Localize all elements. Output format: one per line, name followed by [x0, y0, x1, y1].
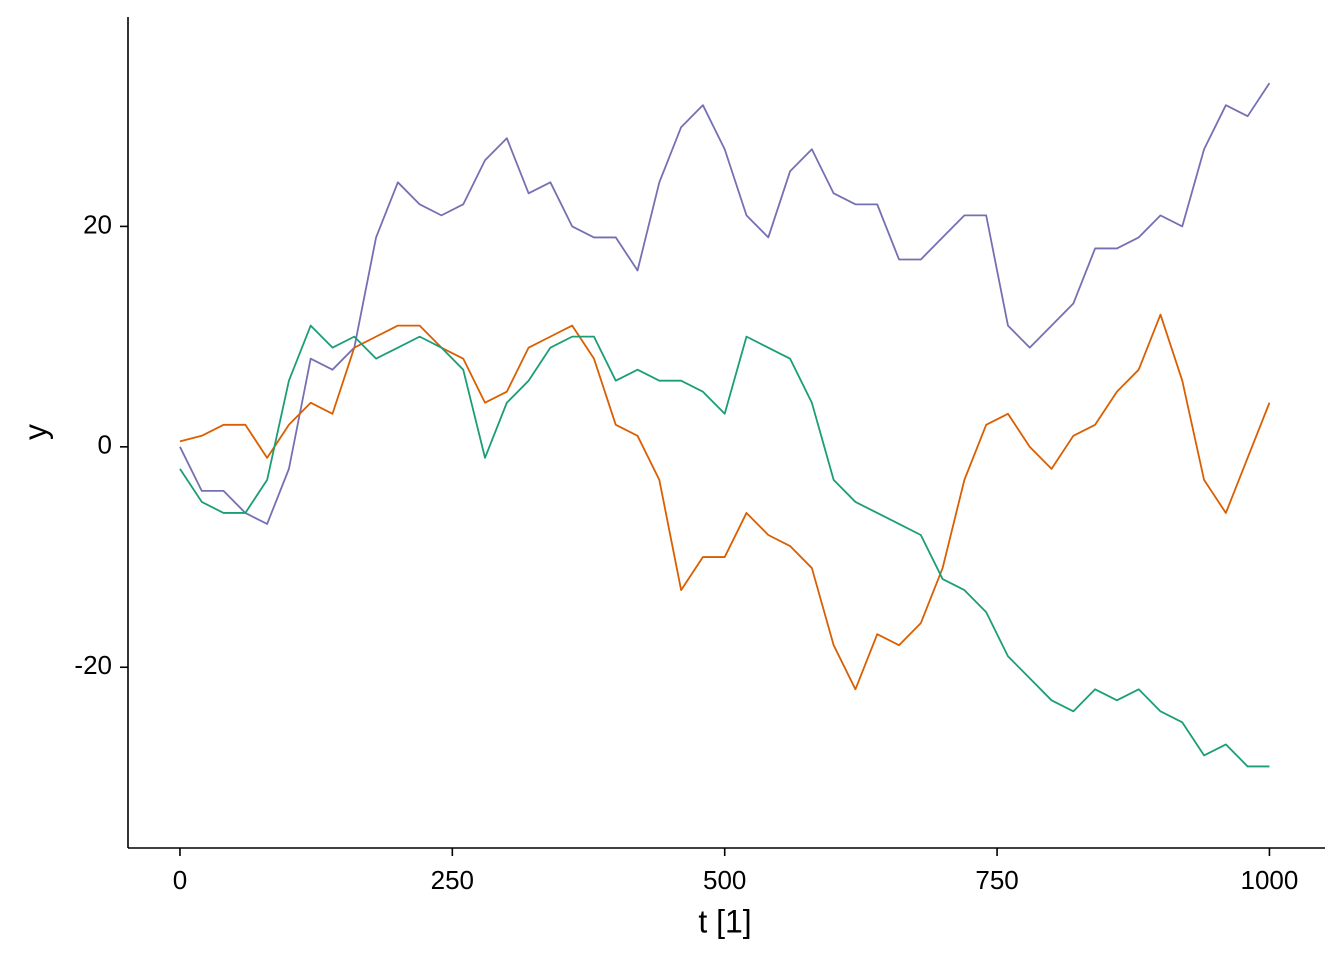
series-line: [179, 313, 1271, 691]
x-tick-label: 750: [975, 865, 1018, 895]
x-tick-label: 1000: [1241, 865, 1299, 895]
x-tick-label: 0: [173, 865, 187, 895]
y-tick-label: 0: [98, 430, 112, 460]
x-axis-label: t [1]: [698, 903, 751, 939]
series-line: [179, 82, 1271, 525]
y-tick-label: 20: [83, 209, 112, 239]
y-tick-label: -20: [74, 650, 112, 680]
series-line: [179, 324, 1270, 768]
x-tick-label: 250: [431, 865, 474, 895]
x-tick-label: 500: [703, 865, 746, 895]
y-axis-label: y: [17, 424, 53, 440]
